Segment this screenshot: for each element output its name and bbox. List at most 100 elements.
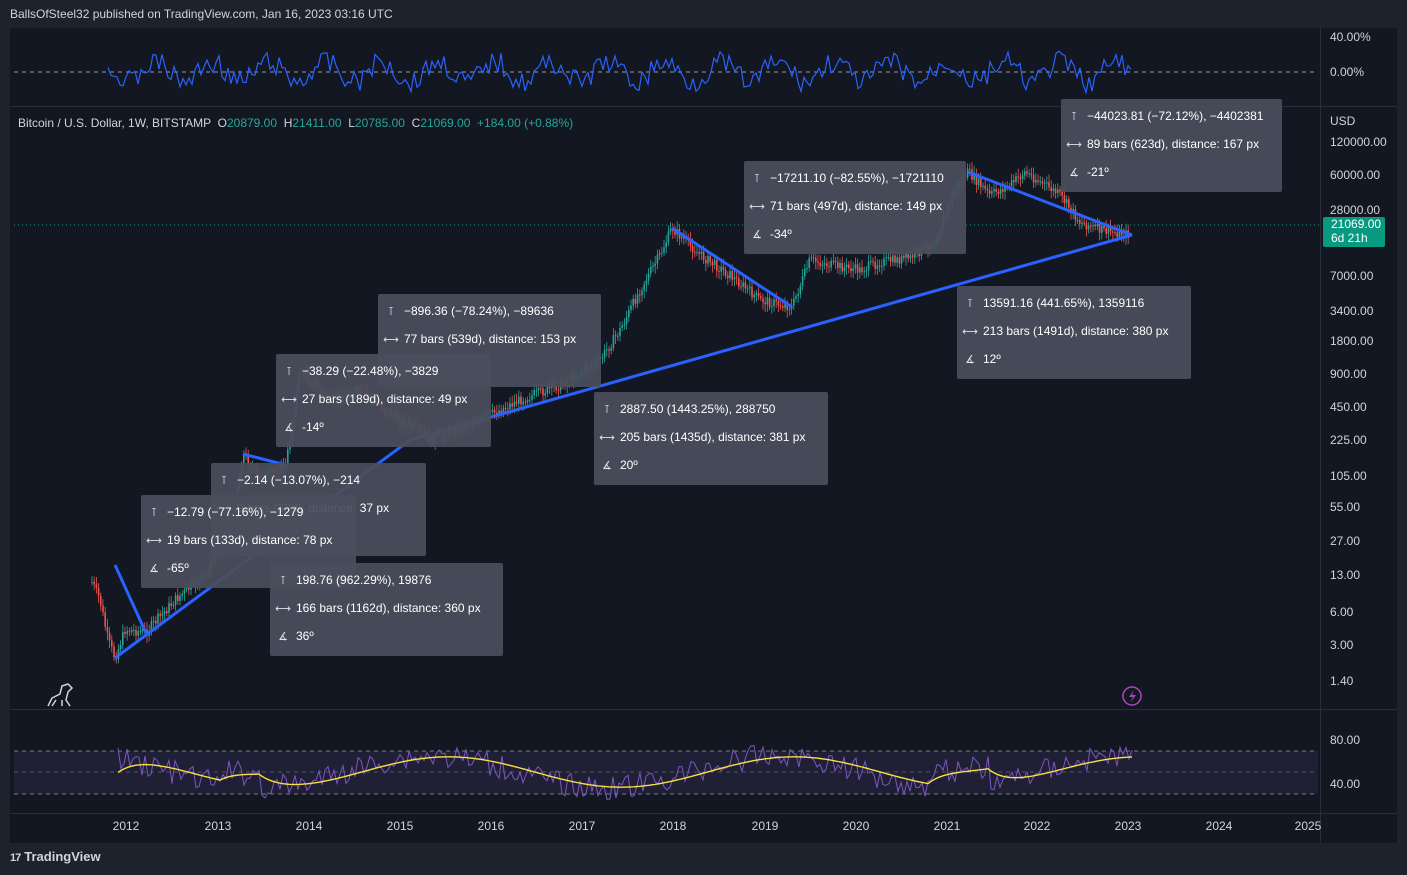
candle-body xyxy=(656,254,659,264)
candle-body xyxy=(557,390,560,392)
candle-body xyxy=(1063,195,1066,204)
candle-body xyxy=(502,408,505,414)
close-value: 21069.00 xyxy=(420,116,471,130)
candle-body xyxy=(529,399,531,401)
candle-body xyxy=(1021,175,1024,179)
candle-body xyxy=(520,396,522,405)
measure-box[interactable]: ⊺ 2887.50 (1443.25%), 288750 ⟷ 205 bars (1… xyxy=(594,392,828,485)
measure-box[interactable]: ⊺ −44023.81 (−72.12%), −4402381 ⟷ 89 bars … xyxy=(1061,99,1282,192)
candle-body xyxy=(909,255,912,259)
candle-body xyxy=(526,400,529,403)
candle-body xyxy=(663,247,665,253)
candle-body xyxy=(634,298,637,304)
candle-body xyxy=(177,595,179,601)
time-tick: 2015 xyxy=(386,819,414,833)
candle-body xyxy=(1050,187,1052,192)
last-price-tag: 21069.00 6d 21h xyxy=(1323,217,1385,247)
candle-body xyxy=(999,189,1002,194)
candle-body xyxy=(735,277,738,279)
candle-body xyxy=(1065,199,1068,204)
candle-body xyxy=(991,191,993,194)
candle-body xyxy=(832,260,835,262)
price-axis-currency[interactable]: USD xyxy=(1330,114,1356,128)
candle-body xyxy=(95,584,98,588)
price-tick: 3400.00 xyxy=(1330,304,1374,318)
candle-body xyxy=(139,630,142,632)
price-tick: 55.00 xyxy=(1330,500,1361,514)
lightning-icon[interactable] xyxy=(1122,686,1142,706)
measure-angle-icon: ∡ xyxy=(752,228,762,241)
trendline-f[interactable] xyxy=(967,170,1133,237)
candle-body xyxy=(166,611,168,614)
candle-body xyxy=(603,349,606,358)
candle-body xyxy=(705,260,707,264)
measure-angle-icon: ∡ xyxy=(278,630,288,643)
candle-body xyxy=(119,645,122,649)
measure-bars-icon: ⟷ xyxy=(749,200,765,213)
candle-body xyxy=(914,250,916,258)
time-axis-separator xyxy=(10,813,1397,814)
candle-body xyxy=(1019,177,1022,179)
candle-body xyxy=(865,269,868,272)
trendline-a[interactable] xyxy=(113,564,148,634)
candle-body xyxy=(898,257,901,264)
candle-body xyxy=(504,408,507,410)
price-tick: 7000.00 xyxy=(1330,269,1374,283)
pane-separator-top[interactable] xyxy=(10,106,1397,107)
publish-text: BallsOfSteel32 published on TradingView.… xyxy=(10,7,393,21)
candle-body xyxy=(729,271,731,278)
candle-body xyxy=(755,293,758,295)
price-tick: 60000.00 xyxy=(1330,168,1381,182)
measure-box[interactable]: ⊺ 13591.16 (441.65%), 1359116 ⟷ 213 bars (… xyxy=(957,286,1191,379)
candle-body xyxy=(1059,189,1061,192)
candle-body xyxy=(711,261,714,266)
price-tick: 28000.00 xyxy=(1330,203,1381,217)
candle-body xyxy=(1028,173,1030,175)
candle-body xyxy=(157,613,159,624)
tradingview-footer[interactable]: 17 TradingView xyxy=(10,849,101,864)
dino-icon[interactable] xyxy=(47,683,74,707)
bar-countdown: 6d 21h xyxy=(1331,231,1368,245)
open-value: 20879.00 xyxy=(226,116,278,130)
candle-body xyxy=(639,294,641,296)
measure-box[interactable]: ⊺ 198.76 (962.29%), 19876 ⟷ 166 bars (1162… xyxy=(270,563,503,656)
measure-box[interactable]: ⊺ −38.29 (−22.48%), −3829 ⟷ 27 bars (189d)… xyxy=(276,354,491,447)
measure-price-icon: ⊺ xyxy=(754,172,760,185)
pane-separator-bottom[interactable] xyxy=(10,709,1397,710)
candle-body xyxy=(124,631,126,634)
candle-body xyxy=(518,396,520,404)
candle-body xyxy=(861,267,863,272)
candle-body xyxy=(625,317,628,324)
measure-box[interactable]: ⊺ −17211.10 (−82.55%), −1721110 ⟷ 71 bars … xyxy=(744,161,966,254)
time-tick: 2024 xyxy=(1205,819,1233,833)
trendline-e[interactable] xyxy=(671,226,793,309)
candle-body xyxy=(720,266,722,272)
candle-body xyxy=(859,267,861,273)
rsi-tick: 80.00 xyxy=(1330,733,1361,747)
candle-body xyxy=(733,277,736,280)
candle-body xyxy=(810,257,813,259)
candle-body xyxy=(1061,191,1063,196)
trendline-d[interactable] xyxy=(409,233,1133,442)
candle-body xyxy=(856,264,859,273)
candle-body xyxy=(170,603,172,606)
candle-body xyxy=(152,620,155,622)
low-value: 20785.00 xyxy=(354,116,405,130)
time-tick: 2016 xyxy=(477,819,505,833)
candle-body xyxy=(795,296,797,299)
candle-body xyxy=(1085,223,1088,230)
symbol-legend[interactable]: Bitcoin / U.S. Dollar, 1W, BITSTAMP O208… xyxy=(18,116,574,130)
candle-body xyxy=(137,631,139,636)
candle-body xyxy=(788,309,791,311)
price-tick: 3.00 xyxy=(1330,638,1354,652)
candle-body xyxy=(544,393,546,396)
candle-body xyxy=(128,631,131,633)
candle-body xyxy=(749,286,751,289)
candle-body xyxy=(507,408,509,410)
candle-body xyxy=(713,260,716,266)
candle-body xyxy=(907,253,909,259)
measure-angle-icon: ∡ xyxy=(284,421,294,434)
price-tick: 120000.00 xyxy=(1330,135,1387,149)
candle-body xyxy=(1048,182,1050,188)
candle-body xyxy=(155,620,157,624)
